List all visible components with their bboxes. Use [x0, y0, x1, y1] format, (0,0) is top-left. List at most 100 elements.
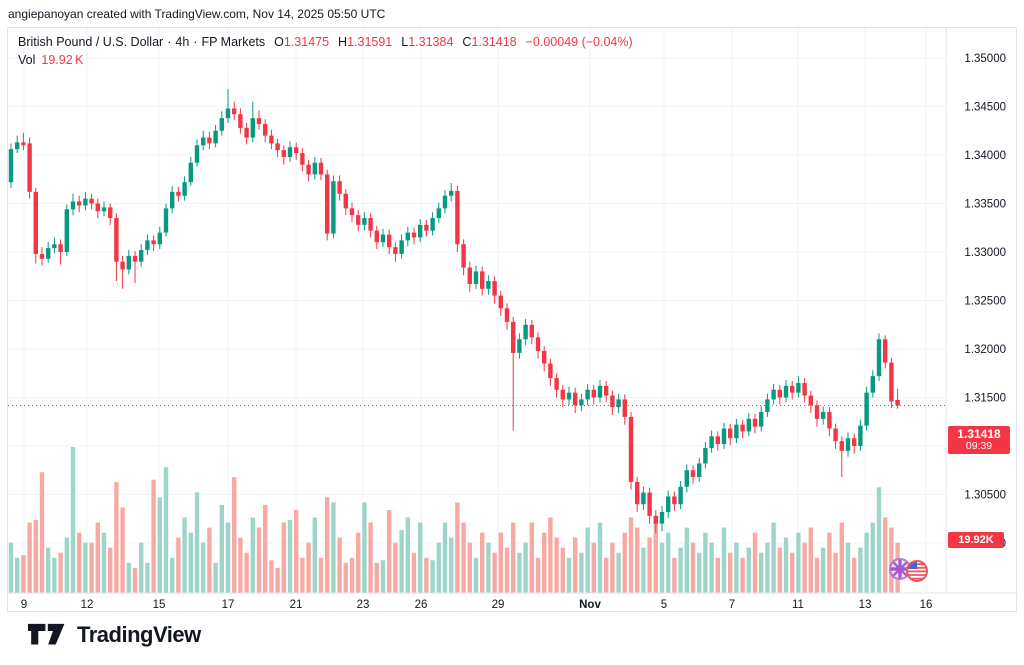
candle-body — [300, 153, 305, 165]
volume-bar — [870, 522, 875, 593]
time-axis-label[interactable]: Nov — [579, 599, 601, 611]
volume-bar — [517, 552, 522, 593]
volume-bar — [170, 557, 175, 593]
volume-bar — [498, 532, 503, 593]
volume-bar — [480, 532, 485, 593]
candle-body — [269, 135, 274, 144]
time-axis-label[interactable]: 15 — [153, 599, 166, 611]
tradingview-logo[interactable]: TradingView — [28, 622, 201, 648]
volume-bar — [858, 547, 863, 593]
candle-body — [523, 324, 528, 340]
volume-bar — [225, 522, 231, 593]
volume-bar — [746, 547, 751, 593]
volume-bar — [15, 557, 20, 593]
price-axis-label[interactable]: 1.31500 — [964, 393, 1006, 405]
candle-body — [411, 232, 417, 238]
time-axis-label[interactable]: 9 — [21, 599, 27, 611]
volume-bar — [883, 517, 888, 593]
volume-bar — [145, 562, 150, 593]
candle-body — [876, 339, 882, 377]
candle-body — [219, 118, 224, 131]
price-axis-label[interactable]: 1.35000 — [964, 53, 1006, 65]
candle-body — [746, 418, 751, 432]
candle-body — [678, 486, 683, 505]
time-axis-label[interactable]: 29 — [492, 599, 505, 611]
volume-bar — [46, 547, 51, 593]
time-axis-label[interactable]: 7 — [729, 599, 735, 611]
volume-legend[interactable]: Vol 19.92 K — [18, 53, 84, 67]
candle-body — [839, 441, 844, 451]
volume-bar — [442, 522, 448, 593]
symbol-legend[interactable]: British Pound / U.S. Dollar · 4h · FP Market… — [18, 35, 633, 49]
candle-body — [548, 363, 553, 379]
time-axis-label[interactable]: 21 — [290, 599, 303, 611]
candle-body — [734, 424, 739, 439]
candle-body — [684, 470, 689, 487]
candle-body — [21, 142, 26, 146]
price-axis-label[interactable]: 1.33500 — [964, 199, 1006, 211]
candle-body — [281, 150, 286, 157]
candle-body — [244, 127, 249, 138]
candle-body — [368, 218, 373, 231]
volume-bar — [287, 520, 293, 593]
volume-bar — [368, 522, 373, 593]
time-axis-label[interactable]: 16 — [920, 599, 933, 611]
candle-body — [201, 137, 206, 146]
usd-flag-icon — [906, 560, 928, 582]
time-axis-label[interactable]: 11 — [792, 599, 804, 611]
volume-bar — [678, 547, 683, 593]
high-value: 1.31591 — [347, 35, 393, 49]
volume-bar — [690, 542, 696, 593]
volume-bar — [281, 522, 286, 593]
volume-bar — [783, 537, 789, 593]
price-axis-label[interactable]: 1.33000 — [964, 247, 1006, 259]
time-axis-label[interactable]: 5 — [661, 599, 667, 611]
exchange-label: FP Markets — [201, 35, 266, 49]
time-axis-label[interactable]: 26 — [415, 599, 428, 611]
candle-body — [170, 191, 175, 209]
candle-body — [721, 428, 727, 445]
price-axis-label[interactable]: 1.34500 — [964, 102, 1006, 114]
candle-body — [331, 181, 336, 234]
price-axis-label[interactable]: 1.32500 — [964, 296, 1006, 308]
time-axis-label[interactable]: 17 — [222, 599, 235, 611]
candlestick-chart[interactable]: 1.35000 1.34500 1.34000 1.33500 1.33000 1.325… — [8, 28, 1018, 613]
candle-body — [498, 295, 503, 309]
volume-bar — [467, 542, 472, 593]
candle-body — [132, 255, 138, 262]
volume-bar — [139, 542, 144, 593]
candle-body — [387, 234, 392, 248]
volume-bar — [821, 547, 826, 593]
candle-body — [622, 399, 627, 417]
time-axis-label[interactable]: 23 — [357, 599, 370, 611]
time-axis-label[interactable]: 13 — [859, 599, 872, 611]
volume-bar — [58, 552, 63, 593]
candle-body — [77, 201, 82, 206]
candle-body — [467, 267, 472, 285]
volume-bar — [492, 552, 497, 593]
time-axis-label[interactable]: 12 — [81, 599, 94, 611]
candle-body — [814, 405, 820, 419]
price-axis-label[interactable]: 1.30500 — [964, 490, 1006, 502]
candle-body — [188, 162, 193, 183]
candle-body — [39, 253, 45, 259]
candle-body — [672, 496, 677, 505]
candle-body — [752, 418, 758, 427]
volume-bar — [306, 542, 311, 593]
volume-bar — [529, 522, 534, 593]
volume-bar — [207, 527, 212, 593]
candle-body — [46, 248, 51, 259]
price-axis-label[interactable]: 1.34000 — [964, 150, 1006, 162]
volume-bar — [548, 517, 553, 593]
volume-bar — [393, 542, 398, 593]
candle-body — [52, 244, 57, 249]
candle-body — [8, 149, 14, 183]
price-axis-label[interactable]: 1.32000 — [964, 344, 1006, 356]
candle-body — [250, 118, 255, 138]
volume-bar — [399, 530, 404, 593]
volume-bar — [765, 542, 770, 593]
volume-bar — [635, 527, 640, 593]
candle-body — [145, 240, 150, 251]
candle-body — [362, 218, 367, 225]
volume-bar — [622, 532, 627, 593]
